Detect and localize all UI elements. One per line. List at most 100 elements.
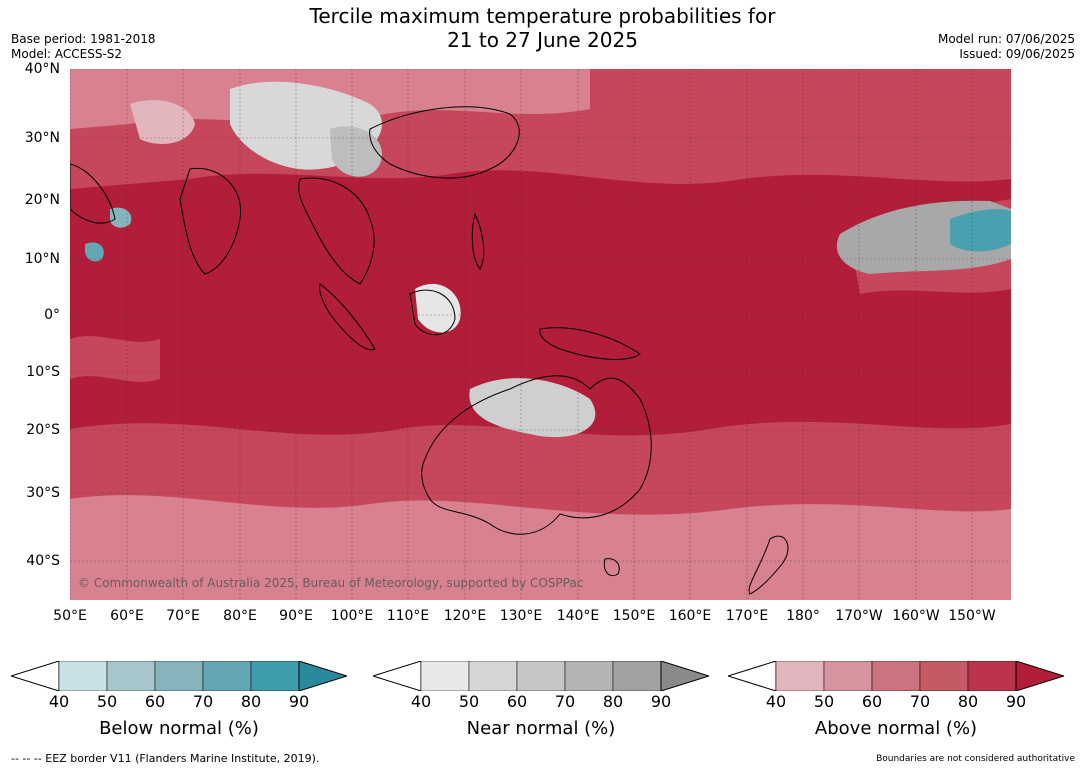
near-normal-colorbar (373, 661, 709, 691)
latitude-label: 10°S (26, 364, 60, 380)
colorbar-tick-label: 80 (602, 692, 624, 711)
latitude-label: 40°S (26, 553, 60, 569)
colorbar-segment (564, 661, 614, 691)
model-run-text: Model run: 07/06/2025 (937, 32, 1075, 46)
colorbar-segment (775, 661, 825, 691)
copyright-notice: © Commonwealth of Australia 2025, Bureau… (78, 576, 584, 590)
latitude-label: 10°N (24, 251, 60, 267)
above-normal-colorbar (728, 661, 1064, 691)
colorbar-segment (823, 661, 873, 691)
title-line-1: Tercile maximum temperature probabilitie… (309, 4, 776, 28)
sumatra-outline (319, 283, 376, 351)
longitude-label: 160°W (892, 608, 940, 624)
arabia-outline (70, 163, 116, 224)
colorbar-tick-label: 40 (48, 692, 70, 711)
colorbar-segment (919, 661, 969, 691)
colorbar-tick-label: 90 (650, 692, 672, 711)
colorbar-segment (516, 661, 566, 691)
title-line-2: 21 to 27 June 2025 (447, 28, 638, 52)
longitude-label: 90°E (279, 608, 313, 624)
colorbar-segment (612, 661, 662, 691)
base-period-text: Base period: 1981-2018 (11, 32, 156, 46)
longitude-label: 100°E (330, 608, 374, 624)
colorbar-lower-extension (11, 661, 60, 691)
colorbar-tick-label: 40 (765, 692, 787, 711)
latitude-label: 0° (44, 307, 60, 323)
tasmania-outline (603, 558, 620, 577)
longitude-label: 140°E (556, 608, 600, 624)
longitude-label: 120°E (443, 608, 487, 624)
longitude-label: 170°E (725, 608, 769, 624)
colorbar-tick-label: 70 (554, 692, 576, 711)
colorbar-tick-label: 90 (288, 692, 310, 711)
colorbar-segment (250, 661, 300, 691)
colorbar-upper-extension (1015, 661, 1064, 691)
eez-note: -- -- -- EEZ border V11 (Flanders Marine… (11, 752, 320, 765)
colorbar-tick-label: 50 (813, 692, 835, 711)
longitude-label: 180° (786, 608, 820, 624)
longitude-label: 170°W (835, 608, 883, 624)
model-info: Base period: 1981-2018 Model: ACCESS-S2 (11, 32, 156, 62)
longitude-label: 160°E (668, 608, 712, 624)
new-guinea-outline (539, 327, 641, 360)
probability-map: © Commonwealth of Australia 2025, Bureau… (70, 69, 1011, 600)
colorbar-tick-label: 60 (144, 692, 166, 711)
colorbar-tick-label: 50 (458, 692, 480, 711)
above-normal-legend-title: Above normal (%) (814, 718, 978, 739)
chart-title: Tercile maximum temperature probabilitie… (0, 4, 1085, 52)
philippines-outline (471, 212, 485, 270)
colorbar-tick-label: 40 (410, 692, 432, 711)
colorbar-segment (871, 661, 921, 691)
colorbar-tick-label: 80 (240, 692, 262, 711)
se-asia-outline (298, 177, 375, 285)
near-normal-regions (130, 81, 1011, 438)
longitude-label: 150°E (612, 608, 656, 624)
coastlines (70, 106, 789, 595)
below-normal-regions (84, 207, 1011, 262)
new-zealand-outline (748, 535, 789, 595)
colorbar-segment (58, 661, 108, 691)
colorbar-upper-extension (660, 661, 709, 691)
longitude-label: 50°E (53, 608, 87, 624)
boundary-disclaimer: Boundaries are not considered authoritat… (876, 754, 1075, 764)
colorbar-segment (420, 661, 470, 691)
colorbar-lower-extension (373, 661, 422, 691)
colorbar-upper-extension (298, 661, 347, 691)
australia-outline (421, 375, 652, 535)
colorbar-tick-label: 80 (957, 692, 979, 711)
latitude-label: 30°S (26, 485, 60, 501)
near-normal-legend-title: Near normal (%) (466, 718, 616, 739)
borneo-outline (409, 289, 456, 336)
colorbar-lower-extension (728, 661, 777, 691)
colorbar-tick-label: 90 (1005, 692, 1027, 711)
colorbar-tick-label: 60 (506, 692, 528, 711)
longitude-label: 110°E (386, 608, 430, 624)
colorbar-segment (967, 661, 1017, 691)
below-normal-colorbar (11, 661, 347, 691)
india-outline (179, 167, 242, 275)
longitude-label: 150°W (948, 608, 996, 624)
graticule (70, 69, 1011, 600)
latitude-label: 20°S (26, 422, 60, 438)
colorbar-segment (202, 661, 252, 691)
colorbar-segment (154, 661, 204, 691)
latitude-label: 30°N (24, 130, 60, 146)
below-normal-legend-title: Below normal (%) (99, 718, 259, 739)
run-info: Model run: 07/06/2025 Issued: 09/06/2025 (938, 32, 1075, 62)
colorbar-tick-label: 70 (909, 692, 931, 711)
map-canvas (70, 69, 1011, 600)
colorbar-segment (106, 661, 156, 691)
latitude-label: 20°N (24, 192, 60, 208)
colorbar-tick-label: 70 (192, 692, 214, 711)
colorbar-tick-label: 60 (861, 692, 883, 711)
colorbar-segment (468, 661, 518, 691)
longitude-label: 70°E (166, 608, 200, 624)
latitude-label: 40°N (24, 61, 60, 77)
east-asia-outline (369, 106, 520, 179)
colorbar-tick-label: 50 (96, 692, 118, 711)
model-name-text: Model: ACCESS-S2 (11, 47, 123, 61)
longitude-label: 60°E (110, 608, 144, 624)
longitude-label: 130°E (499, 608, 543, 624)
issued-text: Issued: 09/06/2025 (959, 47, 1075, 61)
longitude-label: 80°E (223, 608, 257, 624)
